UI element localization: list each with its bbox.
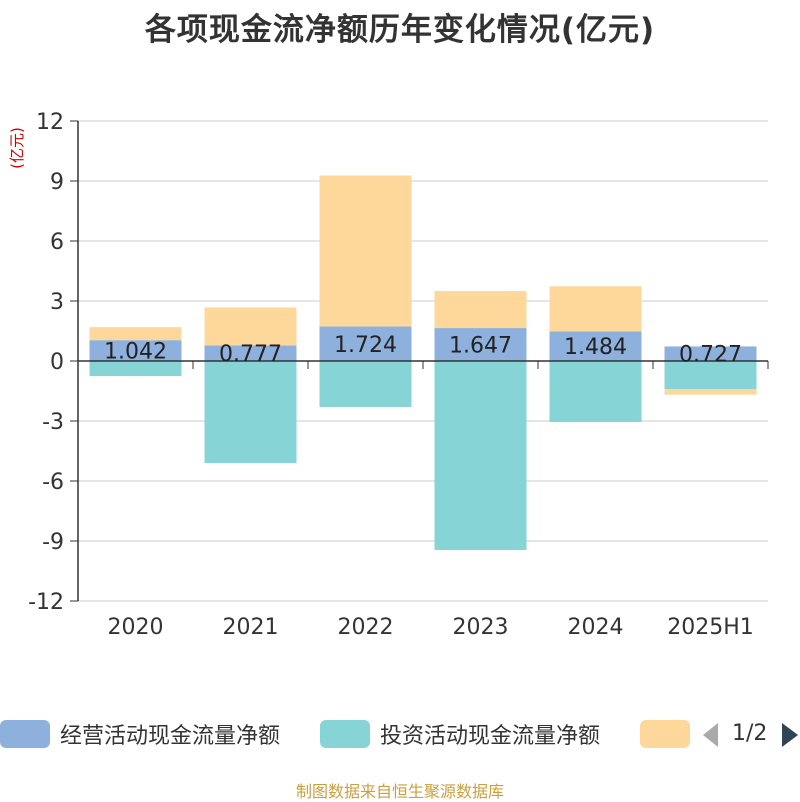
bar-s2-2024 <box>549 286 642 332</box>
labels-layer: 1.042 0.777 1.724 1.647 1.484 0.727 2020 2021 20… <box>104 333 754 640</box>
x-tick-label-2020: 2020 <box>108 615 164 640</box>
bars-layer <box>89 175 757 550</box>
legend-swatch-operating <box>0 720 50 748</box>
bar-s1-2021 <box>204 361 297 463</box>
y-tick-label: -6 <box>42 470 64 495</box>
next-page-icon[interactable] <box>780 722 800 748</box>
prev-page-icon[interactable] <box>700 722 722 748</box>
data-label-2025H1: 0.727 <box>679 343 742 368</box>
data-label-2021: 0.777 <box>219 342 282 367</box>
legend-label-investing: 投资活动现金流量净额 <box>380 724 601 749</box>
data-label-2024: 1.484 <box>564 335 627 360</box>
y-tick-label: 12 <box>36 110 64 135</box>
y-tick-label: -12 <box>28 590 64 615</box>
legend-swatch-third <box>640 720 690 748</box>
bar-s0-2021 <box>204 345 297 361</box>
data-source-note: 制图数据来自恒生聚源数据库 <box>295 782 504 801</box>
bar-s0-2022 <box>319 326 412 361</box>
data-label-2022: 1.724 <box>334 333 397 358</box>
stacked-bar-chart: 12 9 6 3 0 -3 -6 -9 -12 (亿元) 1.042 0.777 1.724 1.647… <box>8 110 769 640</box>
grid-layer <box>78 120 768 602</box>
axis-layer: 12 9 6 3 0 -3 -6 -9 -12 (亿元) <box>8 110 769 615</box>
bar-s0-2020 <box>89 340 182 361</box>
bar-s2-2020 <box>89 327 182 341</box>
data-label-2020: 1.042 <box>104 340 167 365</box>
bar-s1-2024 <box>549 361 642 422</box>
bar-s0-2024 <box>549 331 642 361</box>
x-tick-label-2021: 2021 <box>223 615 279 640</box>
legend-label-operating: 经营活动现金流量净额 <box>60 724 281 749</box>
bar-s0-2025H1 <box>664 346 757 361</box>
legend: 经营活动现金流量净额 投资活动现金流量净额 1/2 <box>0 716 800 752</box>
x-tick-label-2024: 2024 <box>568 615 624 640</box>
bar-s1-2025H1 <box>664 361 757 389</box>
y-tick-label: 0 <box>50 350 64 375</box>
x-tick-label-2022: 2022 <box>338 615 394 640</box>
chart-title: 各项现金流净额历年变化情况(亿元) <box>144 12 656 48</box>
x-tick-label-2025H1: 2025H1 <box>667 615 754 640</box>
bar-s2-2023 <box>434 291 527 329</box>
bar-s2-2022 <box>319 175 412 327</box>
data-label-2023: 1.647 <box>449 334 512 359</box>
legend-pager-text: 1/2 <box>732 721 768 746</box>
y-axis-label: (亿元) <box>8 127 26 169</box>
x-tick-label-2023: 2023 <box>453 615 509 640</box>
bar-s1-2023 <box>434 361 527 550</box>
y-tick-label: -9 <box>42 530 64 555</box>
bar-s0-2023 <box>434 328 527 361</box>
y-tick-label: 9 <box>50 170 64 195</box>
bar-s2-2021 <box>204 307 297 346</box>
y-tick-label: -3 <box>42 410 64 435</box>
legend-swatch-investing <box>320 720 370 748</box>
legend-item-investing[interactable]: 投资活动现金流量净额 <box>320 716 600 752</box>
legend-item-operating[interactable]: 经营活动现金流量净额 <box>0 716 280 752</box>
y-tick-label: 6 <box>50 230 64 255</box>
bar-s2-2025H1 <box>664 389 757 395</box>
legend-item-third[interactable] <box>640 716 700 752</box>
bar-s1-2020 <box>89 361 182 376</box>
bar-s1-2022 <box>319 361 412 407</box>
y-tick-label: 3 <box>50 290 64 315</box>
